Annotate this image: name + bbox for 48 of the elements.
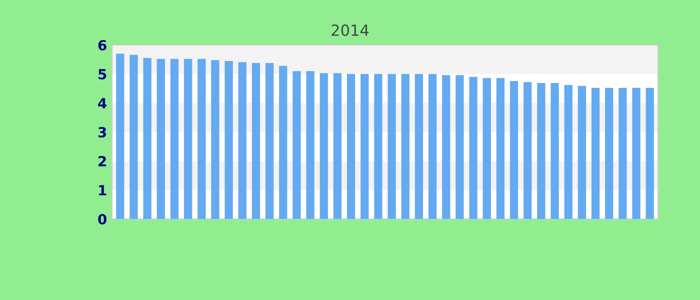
bar (143, 58, 152, 219)
bar (346, 74, 356, 219)
bar (252, 62, 260, 219)
bar (442, 75, 450, 219)
bar (279, 66, 288, 219)
bar (524, 82, 532, 219)
bar (401, 74, 410, 219)
bar (414, 74, 424, 219)
bar (469, 76, 478, 219)
bar (632, 88, 640, 219)
bar (428, 74, 437, 219)
bar (456, 75, 464, 219)
bar (591, 88, 600, 219)
bar (550, 82, 559, 219)
y-tick-label: 6 (98, 40, 106, 50)
bar (374, 74, 382, 219)
y-tick-label: 5 (98, 69, 106, 80)
bar (265, 62, 274, 219)
bar (360, 74, 369, 219)
bar (198, 58, 206, 219)
y-tick-label: 1 (99, 185, 106, 196)
bar (618, 88, 627, 219)
y-tick-label: 4 (98, 98, 106, 108)
y-tick-label: 3 (98, 126, 106, 138)
bar (292, 71, 301, 219)
bar (388, 74, 396, 219)
y-tick-label: 2 (98, 156, 106, 166)
bar (564, 85, 572, 219)
bar (482, 78, 491, 219)
bar (170, 58, 179, 219)
bar (211, 60, 220, 219)
bar (333, 73, 342, 219)
bar (224, 60, 233, 219)
bar (605, 88, 614, 219)
bar (130, 54, 138, 219)
chart-subtitle: 2014 (332, 24, 369, 36)
bar (184, 58, 192, 219)
bar (116, 54, 124, 219)
bar (578, 86, 586, 219)
bar (156, 58, 165, 219)
bar (496, 78, 505, 219)
bar (238, 62, 246, 219)
bar (320, 73, 328, 219)
y-tick-label: 0 (98, 214, 106, 224)
bar (537, 82, 546, 219)
bar (646, 88, 654, 219)
bar (306, 71, 314, 219)
bar (510, 80, 518, 219)
